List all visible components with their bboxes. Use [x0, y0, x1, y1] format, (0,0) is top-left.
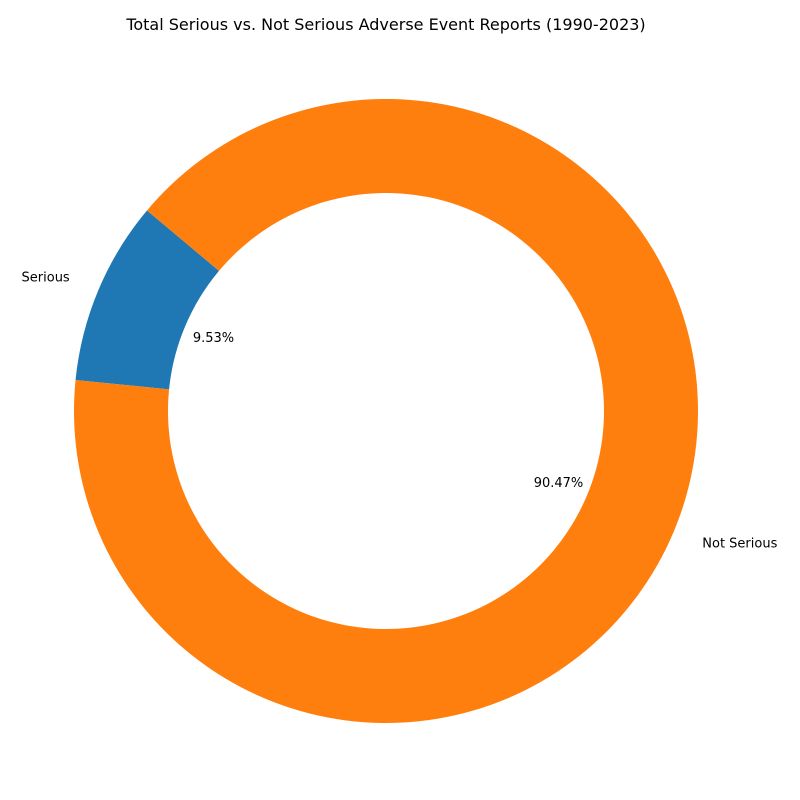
pct-label-not-serious: 90.47%: [534, 476, 584, 491]
slice-not-serious: [74, 99, 699, 724]
slice-label-serious: Serious: [22, 270, 70, 285]
slice-label-not-serious: Not Serious: [702, 537, 777, 552]
slices-group: [74, 99, 699, 724]
chart-title: Total Serious vs. Not Serious Adverse Ev…: [125, 15, 645, 34]
labels-group: Serious 9.53% Not Serious 90.47%: [22, 270, 778, 551]
pct-label-serious: 9.53%: [193, 331, 234, 346]
slice-serious: [75, 210, 220, 390]
